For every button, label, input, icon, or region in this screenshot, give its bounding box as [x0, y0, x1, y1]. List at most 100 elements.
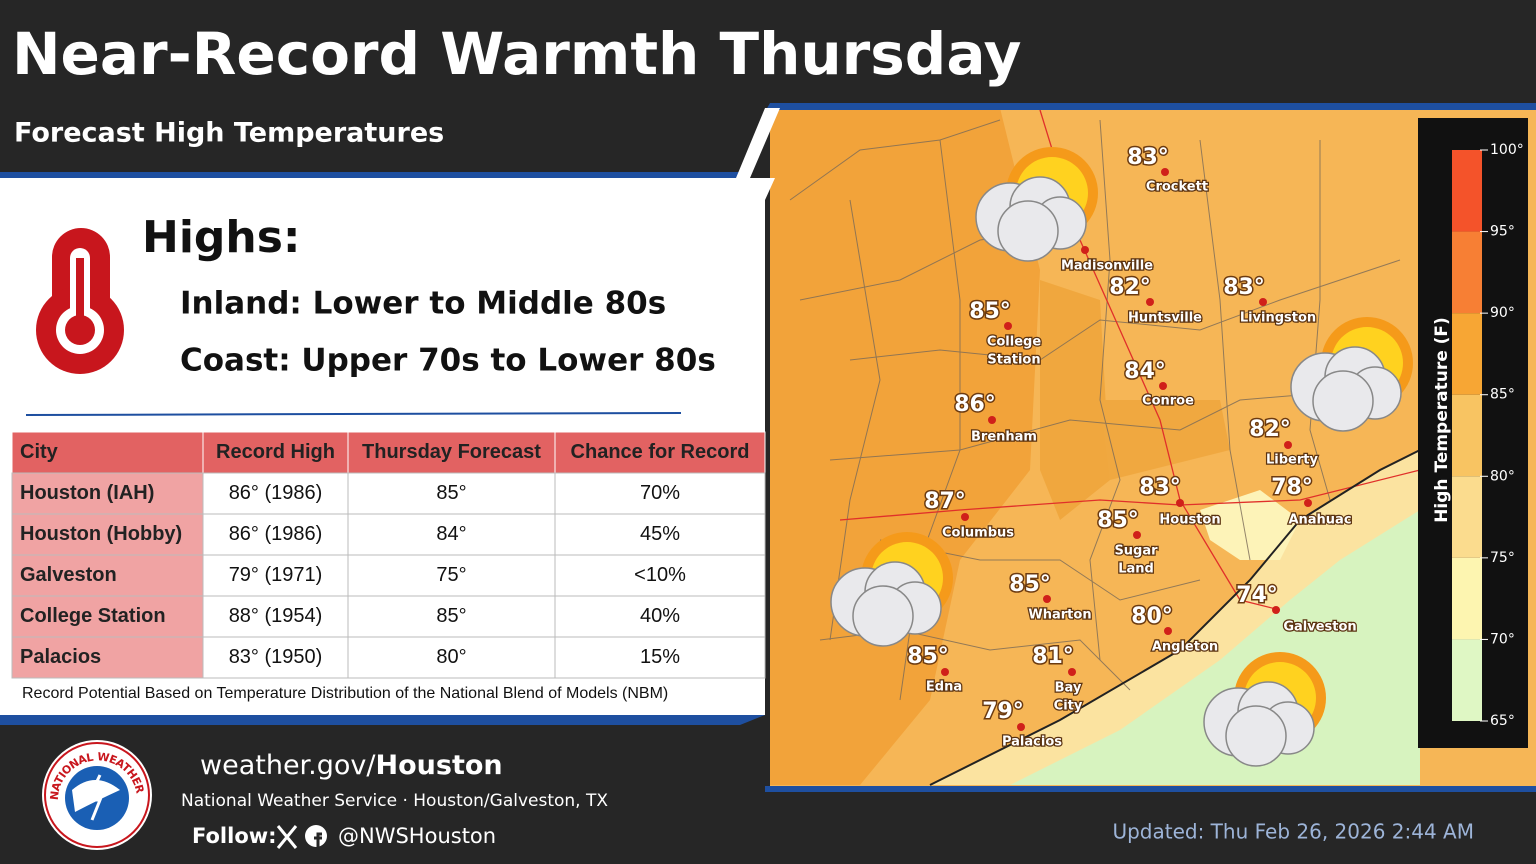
city-name: Conroe — [1142, 394, 1194, 409]
value-cell: 88° (1954) — [229, 605, 323, 627]
city-temp: 83° — [1223, 275, 1265, 300]
city-cell: Houston (Hobby) — [20, 523, 182, 545]
city-dot — [1161, 168, 1169, 176]
city-cell: Houston (IAH) — [20, 482, 154, 504]
city-name: City — [1054, 699, 1083, 714]
city-dot — [988, 416, 996, 424]
value-cell: 75° — [436, 564, 466, 586]
city-dot — [1259, 298, 1267, 306]
header-text: Thursday Forecast — [362, 441, 541, 463]
value-cell: 80° — [436, 646, 466, 668]
color-band — [1452, 639, 1482, 721]
header-text: Chance for Record — [571, 441, 750, 463]
updated-time: Updated: Thu Feb 26, 2026 2:44 AM — [1112, 820, 1474, 844]
divider — [25, 412, 682, 416]
table-cell — [202, 636, 349, 679]
legend-tick-label: 75° — [1490, 550, 1515, 566]
city-temp: 87° — [924, 489, 966, 514]
city-dot — [1133, 531, 1141, 539]
table-cell — [554, 554, 766, 597]
legend-tick-label: 85° — [1490, 387, 1515, 403]
header-bg — [0, 0, 1536, 172]
color-band — [1452, 557, 1482, 640]
cloud — [1225, 705, 1287, 767]
color-band — [1452, 313, 1482, 395]
city-dot — [1068, 668, 1076, 676]
city-name: Anahuac — [1288, 513, 1351, 528]
table-cell — [11, 595, 204, 638]
table-cell — [554, 636, 766, 679]
city-temp: 82° — [1249, 417, 1291, 442]
legend-tick-label: 95° — [1490, 224, 1515, 240]
record-table: City Record High Thursday Forecast Chance f… — [11, 431, 766, 679]
city-temp: 79° — [982, 699, 1024, 724]
city-name: Wharton — [1028, 608, 1091, 623]
header-text: City — [20, 441, 59, 463]
cloud — [1312, 370, 1374, 432]
highs-heading: Highs: — [142, 212, 301, 263]
city-temp: 86° — [954, 392, 996, 417]
table-cell — [347, 595, 556, 638]
site-link[interactable]: weather.gov/Houston — [200, 750, 503, 781]
city-name: Palacios — [1002, 735, 1062, 750]
map — [770, 108, 1536, 786]
value-cell: 86° (1986) — [229, 523, 323, 545]
social-icons[interactable] — [276, 825, 327, 849]
color-band — [1452, 394, 1482, 477]
value-cell: 85° — [436, 605, 466, 627]
city-temp: 83° — [1139, 475, 1181, 500]
value-cell: 85° — [436, 482, 466, 504]
cloud — [997, 200, 1059, 262]
table-cell — [202, 595, 349, 638]
map-top-rule — [766, 103, 1536, 110]
color-band — [1452, 150, 1482, 232]
city-temp: 80° — [1131, 604, 1173, 629]
city-dot — [1284, 441, 1292, 449]
table-cell — [202, 513, 349, 556]
city-name: Brenham — [971, 430, 1037, 445]
city-cell: College Station — [20, 605, 166, 627]
city-name: Madisonville — [1061, 259, 1153, 274]
table-cell — [347, 636, 556, 679]
city-dot — [1146, 298, 1154, 306]
cloud — [852, 585, 914, 647]
city-dot — [941, 668, 949, 676]
value-cell: 83° (1950) — [229, 646, 323, 668]
social-handle[interactable]: @NWSHouston — [338, 824, 496, 848]
value-cell: 79° (1971) — [229, 564, 323, 586]
city-name: Livingston — [1240, 311, 1316, 326]
table-cell — [11, 554, 204, 597]
city-name: College — [987, 335, 1042, 350]
city-dot — [1081, 246, 1089, 254]
city-name: Sugar — [1114, 544, 1158, 559]
city-cell: Galveston — [20, 564, 117, 586]
value-cell: <10% — [634, 564, 686, 586]
city-name: Edna — [926, 680, 962, 695]
weather-icons — [830, 147, 1413, 767]
partly-cloudy-icon — [830, 532, 953, 647]
city-temp: 85° — [1009, 572, 1051, 597]
office-name: National Weather Service · Houston/Galve… — [181, 791, 608, 811]
city-dot — [1176, 499, 1184, 507]
header-cell — [554, 431, 766, 474]
value-cell: 84° — [436, 523, 466, 545]
legend-tick-label: 90° — [1490, 305, 1515, 321]
legend-tick-label: 70° — [1490, 631, 1515, 647]
table-cell — [347, 472, 556, 515]
city-temp: 82° — [1109, 275, 1151, 300]
city-name: Columbus — [942, 526, 1014, 541]
city-temp: 85° — [907, 644, 949, 669]
footer-rule — [0, 715, 765, 725]
highs-line: Coast: Upper 70s to Lower 80s — [180, 343, 716, 379]
city-name: Bay — [1055, 681, 1082, 696]
legend-tick-label: 65° — [1490, 713, 1515, 729]
value-cell: 15% — [640, 646, 680, 668]
table-cell — [11, 636, 204, 679]
table-cell — [554, 472, 766, 515]
follow-label: Follow: — [192, 824, 277, 848]
city-temp: 81° — [1032, 644, 1074, 669]
city-dot — [1043, 595, 1051, 603]
header-text: Record High — [216, 441, 335, 463]
city-labels: 83°CrockettMadisonville82°Huntsville83°L… — [906, 144, 1358, 751]
